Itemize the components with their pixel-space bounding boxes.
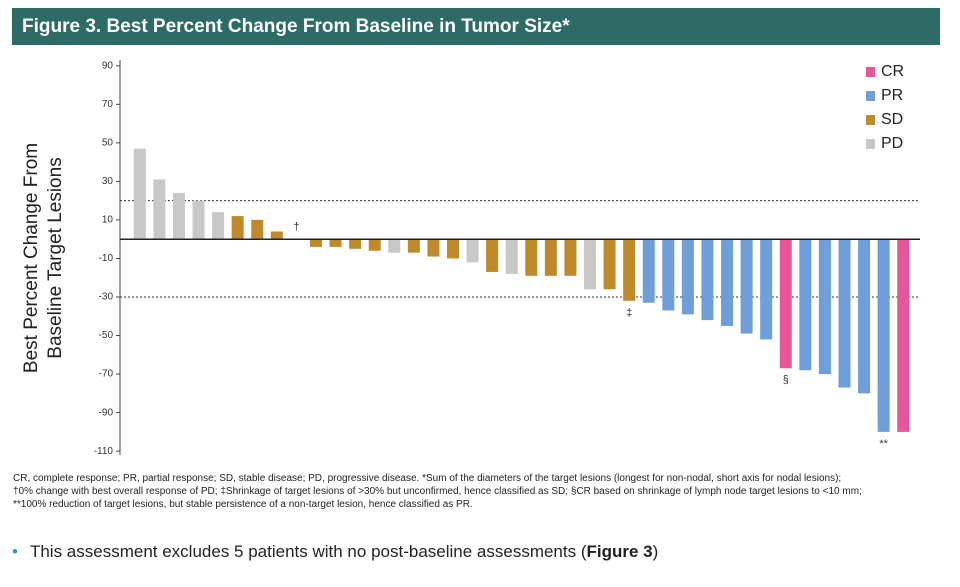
bar bbox=[309, 239, 322, 247]
bullet-end: ) bbox=[652, 542, 659, 561]
bar bbox=[544, 239, 557, 276]
bar bbox=[251, 219, 264, 240]
legend-swatch bbox=[866, 139, 875, 149]
y-tick-label: -90 bbox=[99, 407, 114, 418]
annotation: § bbox=[783, 374, 789, 386]
annotation: † bbox=[293, 221, 299, 233]
y-tick-label: -10 bbox=[99, 253, 114, 264]
footnote: †0% change with best overall response of… bbox=[13, 486, 862, 497]
bar bbox=[564, 239, 577, 276]
bar bbox=[172, 192, 185, 240]
bar bbox=[701, 239, 714, 321]
bar bbox=[427, 239, 440, 257]
bar bbox=[838, 239, 851, 388]
bar bbox=[407, 239, 420, 253]
bar bbox=[877, 239, 890, 432]
bullet-text: This assessment excludes 5 patients with… bbox=[29, 542, 587, 561]
bar bbox=[603, 239, 616, 290]
legend-label: PR bbox=[881, 87, 903, 104]
bar bbox=[466, 239, 479, 263]
bar bbox=[486, 239, 499, 272]
bullet-bold: Figure 3 bbox=[586, 542, 653, 561]
bar bbox=[153, 179, 166, 240]
legend-swatch bbox=[866, 67, 875, 77]
bar bbox=[329, 239, 342, 247]
chart-title: Figure 3. Best Percent Change From Basel… bbox=[22, 16, 570, 37]
bar bbox=[623, 239, 636, 301]
y-tick-label: 70 bbox=[102, 99, 114, 110]
bar bbox=[270, 231, 283, 240]
bar bbox=[133, 148, 146, 240]
annotation: ‡ bbox=[626, 307, 632, 319]
bar bbox=[662, 239, 675, 311]
y-tick-label: -50 bbox=[99, 330, 114, 341]
y-axis-label: Best Percent Change From bbox=[21, 143, 42, 373]
chart: Best Percent Change From Baseline Target … bbox=[21, 60, 920, 457]
footnotes: CR, complete response; PR, partial respo… bbox=[13, 472, 953, 511]
bullet: • This assessment excludes 5 patients wit… bbox=[12, 542, 659, 561]
bar bbox=[897, 239, 910, 432]
bar bbox=[505, 239, 518, 274]
bar bbox=[212, 212, 225, 240]
bar bbox=[779, 239, 792, 369]
y-tick-label: 30 bbox=[102, 176, 114, 187]
bar bbox=[388, 239, 401, 253]
y-tick-label: -110 bbox=[94, 446, 114, 457]
y-tick-label: -30 bbox=[99, 292, 114, 303]
bar bbox=[368, 239, 381, 251]
bar bbox=[799, 239, 812, 371]
bar bbox=[858, 239, 871, 394]
bar bbox=[446, 239, 459, 259]
annotation: ** bbox=[879, 438, 888, 450]
bar bbox=[818, 239, 831, 375]
legend-swatch bbox=[866, 91, 875, 101]
bar bbox=[192, 200, 205, 240]
y-tick-label: 90 bbox=[102, 60, 114, 71]
legend-label: CR bbox=[881, 63, 904, 80]
legend-swatch bbox=[866, 115, 875, 125]
footnote: CR, complete response; PR, partial respo… bbox=[13, 473, 842, 484]
title-bar: Figure 3. Best Percent Change From Basel… bbox=[12, 8, 940, 45]
y-tick-label: 10 bbox=[102, 215, 114, 226]
bar bbox=[231, 216, 244, 240]
footnote: **100% reduction of target lesions, but … bbox=[13, 499, 473, 510]
y-tick-label: -70 bbox=[99, 369, 114, 380]
bar bbox=[525, 239, 538, 276]
legend-label: PD bbox=[881, 135, 903, 152]
bar bbox=[721, 239, 734, 326]
bar bbox=[681, 239, 694, 315]
legend-label: SD bbox=[881, 111, 903, 128]
bar bbox=[349, 239, 362, 249]
bar bbox=[642, 239, 655, 303]
bar bbox=[584, 239, 597, 290]
y-tick-label: 50 bbox=[102, 137, 114, 148]
bar bbox=[740, 239, 753, 334]
bar bbox=[760, 239, 773, 340]
y-axis-label: Baseline Target Lesions bbox=[45, 157, 66, 358]
